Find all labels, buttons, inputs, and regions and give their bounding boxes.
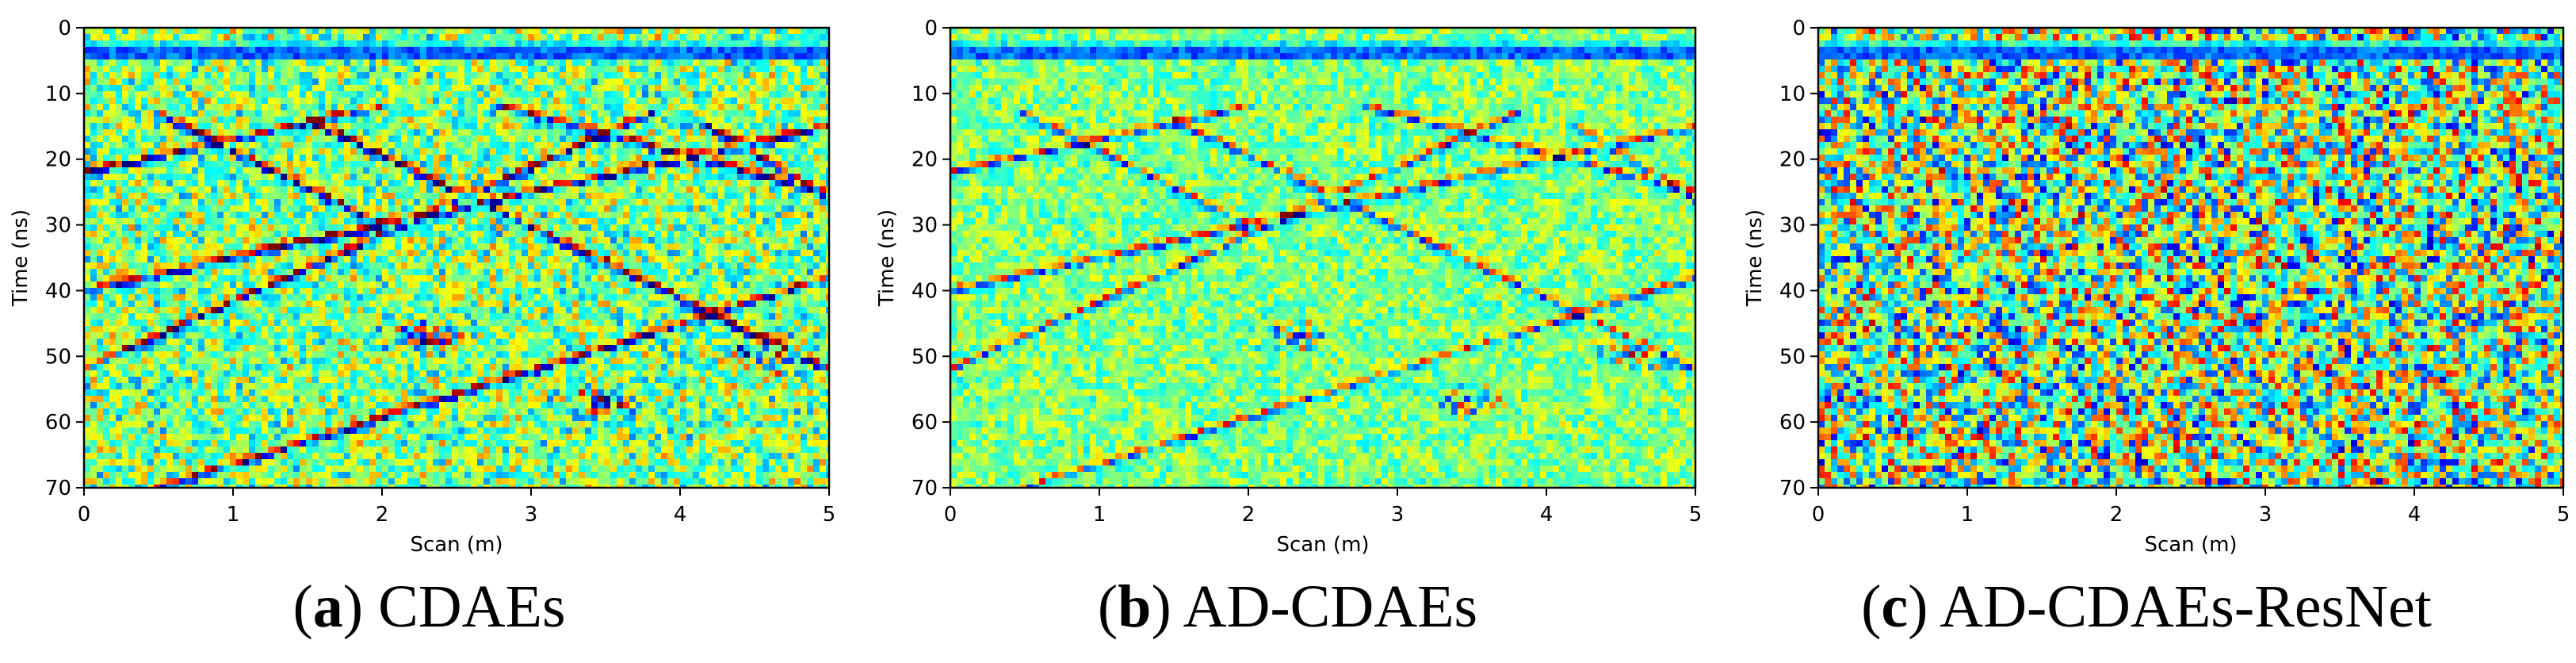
x-tick-label: 1: [1961, 503, 1974, 527]
y-axis-label: Time (ns): [1743, 209, 1767, 307]
y-axis-label: Time (ns): [875, 209, 899, 307]
radargram-raster: [84, 28, 830, 489]
y-tick-label: 60: [45, 411, 71, 435]
y-tick-label: 30: [1779, 214, 1806, 238]
x-tick-label: 5: [1689, 503, 1703, 527]
y-tick-label: 10: [45, 82, 71, 106]
y-tick-label: 0: [1792, 17, 1806, 40]
y-tick-label: 20: [1779, 148, 1806, 172]
x-tick-label: 5: [2557, 503, 2570, 527]
axes-frame: [949, 26, 1697, 489]
caption-a: (a) CDAEs: [0, 571, 858, 642]
x-axis-label: Scan (m): [1276, 533, 1369, 557]
y-tick-label: 40: [1779, 279, 1806, 303]
y-tick-label: 50: [1779, 345, 1806, 369]
axes-frame: [82, 26, 831, 489]
y-tick-label: 20: [45, 148, 71, 172]
y-tick-label: 50: [45, 345, 71, 369]
caption-b: (b) AD-CDAEs: [858, 571, 1717, 642]
caption-b-letter: b: [1118, 573, 1151, 640]
y-tick-label: 10: [1779, 82, 1806, 106]
x-tick-label: 5: [823, 503, 836, 527]
y-tick-label: 20: [912, 148, 938, 172]
y-tick-label: 60: [1779, 411, 1806, 435]
y-tick-label: 50: [912, 345, 938, 369]
x-tick-label: 0: [944, 503, 957, 527]
x-tick-label: 2: [2110, 503, 2123, 527]
x-tick-label: 0: [1812, 503, 1825, 527]
y-tick-label: 10: [912, 82, 938, 106]
y-tick-label: 0: [924, 17, 938, 40]
caption-b-text: AD-CDAEs: [1183, 573, 1478, 640]
x-tick-label: 3: [1391, 503, 1405, 527]
y-tick-label: 70: [1779, 477, 1806, 500]
y-tick-label: 40: [45, 279, 71, 303]
x-axis-label: Scan (m): [2144, 533, 2237, 557]
caption-c: (c) AD-CDAEs-ResNet: [1717, 571, 2576, 642]
y-tick-label: 0: [58, 17, 71, 40]
y-tick-label: 40: [912, 279, 938, 303]
axes-frame: [1817, 26, 2565, 489]
caption-a-text: CDAEs: [378, 573, 565, 640]
x-tick-label: 4: [1540, 503, 1554, 527]
y-axis-label: Time (ns): [9, 209, 32, 307]
y-tick-label: 30: [912, 214, 938, 238]
x-tick-label: 3: [525, 503, 538, 527]
x-tick-label: 1: [227, 503, 240, 527]
x-tick-label: 1: [1093, 503, 1106, 527]
x-tick-label: 4: [674, 503, 687, 527]
y-tick-label: 70: [912, 477, 938, 500]
radargram-raster: [1818, 28, 2564, 489]
radargram-raster: [950, 28, 1696, 489]
x-tick-label: 2: [376, 503, 389, 527]
x-tick-label: 3: [2259, 503, 2272, 527]
x-axis-label: Scan (m): [410, 533, 503, 557]
caption-c-text: AD-CDAEs-ResNet: [1940, 573, 2432, 640]
y-tick-label: 30: [45, 214, 71, 238]
caption-c-letter: c: [1881, 573, 1908, 640]
y-tick-label: 70: [45, 477, 71, 500]
y-tick-label: 60: [912, 411, 938, 435]
caption-a-letter: a: [313, 573, 343, 640]
x-tick-label: 4: [2408, 503, 2421, 527]
x-tick-label: 2: [1242, 503, 1256, 527]
x-tick-label: 0: [78, 503, 91, 527]
